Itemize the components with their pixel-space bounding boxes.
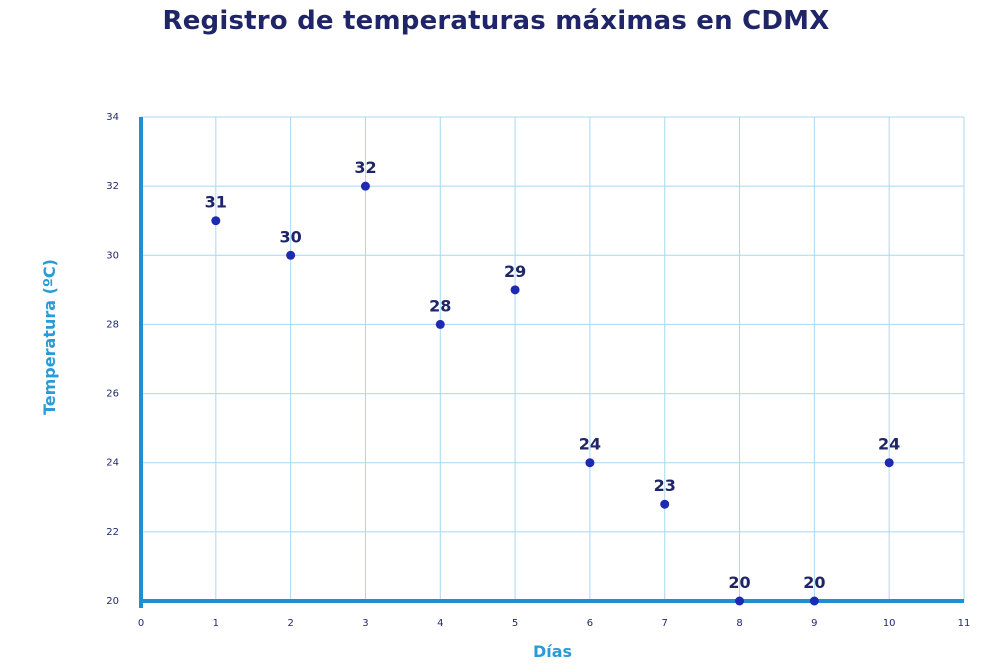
- x-tick-8: 8: [736, 618, 742, 629]
- x-tick-0: 0: [138, 618, 144, 629]
- data-label-8: 20: [728, 573, 750, 592]
- data-label-7: 23: [654, 476, 676, 495]
- data-label-1: 31: [205, 193, 227, 212]
- x-tick-11: 11: [958, 618, 971, 629]
- data-point-1: [211, 216, 221, 226]
- x-axis-label: Días: [533, 642, 572, 661]
- data-point-2: [286, 250, 296, 260]
- data-label-4: 28: [429, 296, 451, 315]
- data-label-9: 20: [803, 573, 825, 592]
- y-tick-26: 26: [106, 389, 119, 400]
- y-tick-32: 32: [106, 181, 119, 192]
- data-point-7: [660, 499, 670, 509]
- data-label-2: 30: [280, 227, 302, 246]
- y-tick-34: 34: [106, 112, 119, 123]
- y-tick-24: 24: [106, 458, 119, 469]
- y-axis-label: Temperatura (ºC): [40, 259, 59, 415]
- data-point-5: [510, 285, 520, 295]
- grid-lines: [141, 116, 965, 601]
- data-point-8: [735, 596, 745, 606]
- y-tick-20: 20: [106, 596, 119, 607]
- axes: [139, 117, 964, 608]
- x-tick-3: 3: [362, 618, 368, 629]
- data-point-6: [585, 458, 595, 468]
- data-label-5: 29: [504, 262, 526, 281]
- x-tick-4: 4: [437, 618, 443, 629]
- y-tick-22: 22: [106, 527, 119, 538]
- data-point-3: [360, 181, 370, 191]
- x-tick-5: 5: [512, 618, 518, 629]
- x-tick-1: 1: [213, 618, 219, 629]
- y-tick-28: 28: [106, 319, 119, 330]
- x-tick-6: 6: [587, 618, 593, 629]
- data-point-9: [809, 596, 819, 606]
- x-tick-9: 9: [811, 618, 817, 629]
- data-point-4: [435, 319, 445, 329]
- x-tick-2: 2: [287, 618, 293, 629]
- data-label-3: 32: [354, 158, 376, 177]
- chart-title: Registro de temperaturas máximas en CDMX: [162, 6, 830, 36]
- data-point-10: [884, 458, 894, 468]
- data-label-10: 24: [878, 435, 900, 454]
- x-tick-7: 7: [662, 618, 668, 629]
- x-tick-labels: 0 1 2 3 4 5 6 7 8 9 10 11: [138, 618, 971, 629]
- x-tick-10: 10: [883, 618, 896, 629]
- y-tick-labels: 20 22 24 26 28 30 32 34: [106, 112, 119, 607]
- data-labels: 31 30 32 28 29 24 23 20 20 24: [205, 158, 901, 592]
- data-label-6: 24: [579, 435, 601, 454]
- y-tick-30: 30: [106, 250, 119, 261]
- data-points: [211, 181, 894, 606]
